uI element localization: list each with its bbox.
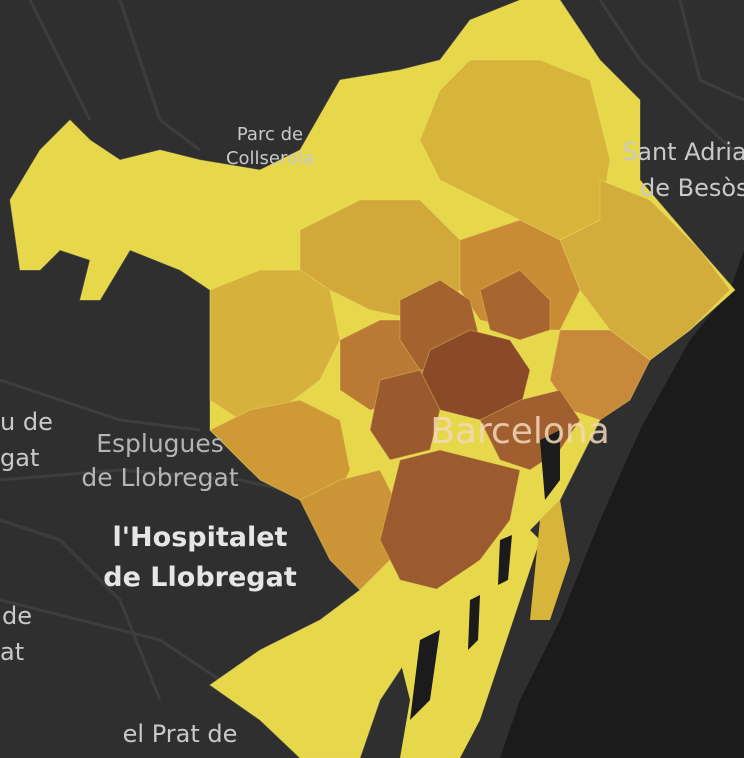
parc-label-line2: Collserola (226, 148, 314, 169)
cornella-label-line2: at (0, 638, 24, 666)
esplugues-label-line1: Esplugues (96, 429, 224, 458)
district-eixample-south[interactable] (369, 369, 441, 461)
sant-just-label-line1: u de (0, 408, 53, 436)
sant-adria-label-line1: Sant Adria (622, 138, 744, 166)
sea-area (500, 250, 744, 758)
district-polygons[interactable] (9, 0, 736, 758)
hospitalet-label-line2: de Llobregat (103, 562, 297, 593)
parc-label-line1: Parc de (237, 124, 303, 145)
hospitalet-label-line1: l'Hospitalet (113, 522, 288, 553)
sant-just-label-line2: gat (0, 444, 39, 472)
cornella-label-line1: de (2, 602, 32, 630)
sant-adria-label-line2: de Besòs (640, 174, 744, 202)
docks (410, 430, 560, 720)
esplugues-label-line2: de Llobregat (81, 463, 239, 492)
district-sarria[interactable] (209, 269, 341, 421)
district-eixample-north[interactable] (479, 269, 551, 341)
district-sant-marti[interactable] (549, 329, 651, 421)
barcelona-label: Barcelona (430, 411, 610, 452)
district-les-corts[interactable] (209, 399, 351, 511)
prat-label-line1: el Prat de (123, 720, 238, 748)
